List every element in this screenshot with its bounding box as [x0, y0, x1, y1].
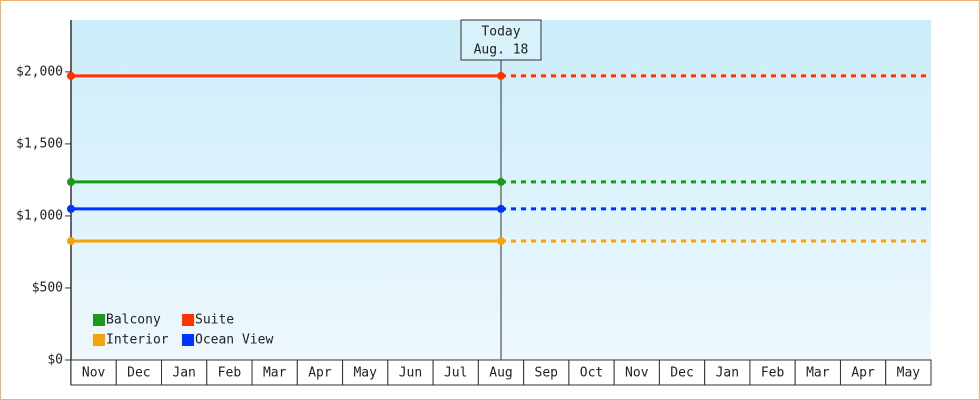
legend-label: Ocean View: [195, 333, 273, 348]
category-box: [885, 359, 932, 386]
x-tick-label: Nov: [82, 366, 106, 381]
x-tick-label: May: [353, 366, 377, 381]
legend-swatch: [182, 314, 194, 326]
legend-label: Interior: [106, 333, 169, 348]
point: [497, 71, 505, 80]
category-box: [296, 359, 344, 386]
x-tick-label: Oct: [580, 366, 603, 381]
category-box: [161, 359, 208, 386]
category-box: [839, 359, 887, 386]
point: [67, 177, 75, 186]
category-box: [749, 359, 796, 386]
category-box: [432, 359, 479, 386]
x-tick-label: May: [897, 366, 921, 381]
category-box: [477, 359, 525, 386]
x-tick-label: Apr: [851, 366, 875, 381]
category-box: [206, 359, 253, 386]
category-box: [115, 359, 163, 386]
category-box: [658, 359, 706, 386]
x-tick-label: Jan: [172, 366, 195, 381]
point: [67, 204, 75, 213]
category-box: [251, 359, 298, 386]
x-tick-label: Nov: [625, 366, 649, 381]
today-label: Aug. 18: [474, 43, 529, 58]
today-label: Today: [481, 25, 520, 40]
x-tick-label: Mar: [806, 366, 830, 381]
category-box: [704, 359, 751, 386]
x-tick-label: Mar: [263, 366, 287, 381]
x-tick-label: Aug: [489, 366, 512, 381]
y-tick-label: $500: [32, 280, 63, 295]
category-box: [613, 359, 660, 386]
point: [497, 204, 505, 213]
x-tick-label: Feb: [761, 366, 785, 381]
x-tick-label: Jul: [444, 366, 467, 381]
legend-swatch: [93, 334, 105, 346]
x-tick-label: Feb: [218, 366, 242, 381]
point: [67, 71, 75, 80]
legend-label: Balcony: [106, 313, 161, 328]
category-box: [342, 359, 389, 386]
point: [67, 237, 75, 245]
category-box: [387, 359, 434, 386]
y-tick-label: $1,500: [16, 136, 63, 151]
x-tick-label: Dec: [127, 366, 150, 381]
y-tick-label: $2,000: [16, 64, 63, 79]
x-tick-label: Jan: [716, 366, 739, 381]
today-box: [460, 19, 542, 61]
category-box: [794, 359, 841, 386]
y-tick-label: $0: [47, 353, 63, 368]
x-tick-label: Apr: [308, 366, 332, 381]
x-tick-label: Jun: [399, 366, 422, 381]
y-tick-label: $1,000: [16, 208, 63, 223]
legend-label: Suite: [195, 313, 234, 328]
x-tick-label: Sep: [535, 366, 559, 381]
category-box: [568, 359, 615, 386]
category-box: [70, 359, 117, 386]
point: [497, 177, 505, 186]
point: [497, 237, 505, 245]
x-tick-label: Dec: [670, 366, 693, 381]
legend-swatch: [182, 334, 194, 346]
legend-swatch: [93, 314, 105, 326]
